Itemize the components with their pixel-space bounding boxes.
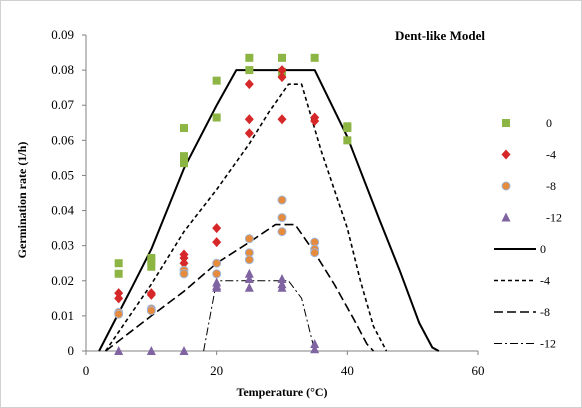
data-point bbox=[502, 119, 510, 127]
legend-label: 0 bbox=[540, 242, 546, 256]
data-point bbox=[212, 223, 222, 234]
y-axis-title: Germination rate (1/h) bbox=[15, 142, 29, 259]
data-point bbox=[180, 159, 188, 168]
y-tick-label: 0 bbox=[68, 343, 75, 358]
y-tick-label: 0.02 bbox=[51, 273, 74, 288]
x-tick-label: 0 bbox=[83, 363, 90, 378]
data-point bbox=[277, 274, 287, 284]
data-point bbox=[244, 234, 254, 244]
data-point bbox=[277, 227, 287, 237]
model-line bbox=[98, 69, 440, 352]
chart-title: Dent-like Model bbox=[395, 28, 485, 43]
data-point bbox=[310, 248, 320, 258]
y-tick-label: 0.01 bbox=[51, 308, 74, 323]
data-point bbox=[310, 338, 320, 348]
legend-label: -12 bbox=[546, 211, 562, 225]
data-point bbox=[245, 66, 254, 75]
y-tick-label: 0.07 bbox=[51, 97, 74, 112]
model-line bbox=[105, 223, 375, 352]
data-point bbox=[212, 258, 222, 268]
data-point bbox=[310, 116, 320, 127]
data-point bbox=[212, 113, 221, 122]
data-point bbox=[212, 237, 222, 248]
data-point bbox=[114, 259, 123, 268]
data-point bbox=[146, 306, 156, 316]
data-point bbox=[179, 258, 189, 269]
data-point bbox=[343, 124, 352, 133]
legend-label: -4 bbox=[546, 148, 556, 162]
data-point bbox=[501, 212, 511, 222]
data-point bbox=[277, 195, 287, 205]
data-point bbox=[212, 282, 222, 292]
data-point bbox=[244, 255, 254, 265]
data-point bbox=[180, 152, 188, 161]
data-point bbox=[212, 76, 221, 85]
y-tick-label: 0.03 bbox=[51, 238, 74, 253]
data-point bbox=[278, 53, 286, 62]
x-axis-title: Temperature (°C) bbox=[236, 385, 327, 399]
x-tick-label: 20 bbox=[210, 363, 223, 378]
data-point bbox=[501, 181, 511, 191]
data-point bbox=[310, 344, 320, 354]
legend: 0 -4 -8 -12 0 -4 -8 -12 bbox=[494, 116, 562, 351]
data-point bbox=[147, 262, 156, 271]
data-point bbox=[244, 282, 254, 292]
legend-label: 0 bbox=[546, 116, 552, 130]
data-point bbox=[179, 346, 189, 355]
data-point bbox=[245, 53, 254, 62]
legend-label: -8 bbox=[546, 179, 556, 193]
data-point bbox=[244, 274, 254, 284]
data-point bbox=[277, 213, 287, 223]
data-point bbox=[244, 114, 254, 125]
legend-label: -4 bbox=[540, 274, 550, 288]
legend-label: -8 bbox=[540, 305, 550, 319]
data-point bbox=[146, 289, 156, 300]
data-point bbox=[244, 268, 254, 278]
data-point bbox=[244, 79, 254, 90]
legend-label: -12 bbox=[540, 337, 556, 351]
x-tick-label: 60 bbox=[472, 363, 485, 378]
y-tick-label: 0.09 bbox=[51, 27, 74, 42]
data-point bbox=[277, 114, 287, 125]
data-point bbox=[244, 128, 254, 139]
model-line bbox=[104, 83, 388, 352]
data-point bbox=[114, 309, 124, 319]
data-point bbox=[501, 149, 511, 160]
data-point bbox=[179, 269, 189, 279]
y-tick-label: 0.05 bbox=[51, 167, 74, 182]
data-point bbox=[114, 293, 124, 304]
data-point bbox=[212, 269, 222, 279]
data-point bbox=[147, 257, 156, 266]
data-point bbox=[343, 136, 352, 145]
data-point bbox=[310, 53, 319, 62]
data-point bbox=[114, 269, 123, 278]
data-point bbox=[277, 65, 287, 76]
data-point bbox=[114, 346, 124, 355]
data-point bbox=[277, 72, 287, 83]
x-tick-label: 40 bbox=[341, 363, 354, 378]
data-point bbox=[179, 252, 189, 263]
y-tick-label: 0.08 bbox=[51, 62, 74, 77]
model-line bbox=[203, 280, 316, 352]
y-tick-label: 0.04 bbox=[51, 203, 74, 218]
y-tick-label: 0.06 bbox=[51, 132, 74, 147]
data-point bbox=[277, 282, 287, 292]
plot-area: 0 0.01 0.02 0.03 0.04 0.05 0.06 0.07 0.08 0.09 0 20… bbox=[51, 27, 484, 378]
data-point bbox=[146, 346, 156, 355]
data-point bbox=[114, 288, 124, 299]
data-point bbox=[180, 124, 188, 133]
